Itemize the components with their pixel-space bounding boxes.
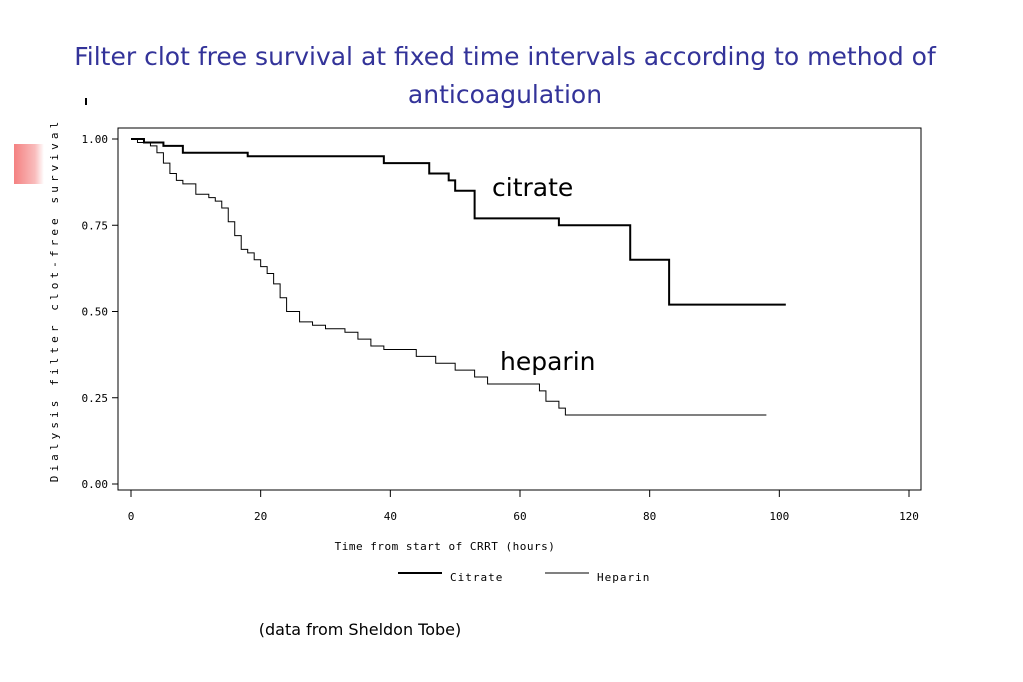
series-line-heparin: [131, 138, 767, 416]
y-tick-label: 0.00: [82, 478, 109, 491]
survival-chart: 0 20 40 60 80 100 120 0.00 0.25 0.50 0.75 1.00 Dia…: [48, 118, 922, 584]
y-tick-label: 0.25: [82, 392, 109, 405]
x-axis: 0 20 40 60 80 100 120: [128, 490, 919, 523]
data-source-caption: (data from Sheldon Tobe): [258, 620, 462, 639]
annotation-citrate: citrate: [492, 173, 573, 202]
slide-title: Filter clot free survival at fixed time …: [0, 38, 1010, 114]
decorative-accent-bar: [14, 144, 44, 184]
y-axis-label: Dialysis filter clot-free survival: [48, 118, 61, 483]
legend: Citrate Heparin: [398, 571, 650, 584]
x-axis-label: Time from start of CRRT (hours): [335, 540, 556, 553]
x-tick-label: 20: [254, 510, 267, 523]
y-tick-label: 0.50: [82, 306, 109, 319]
legend-label-citrate: Citrate: [450, 571, 503, 584]
y-axis: 0.00 0.25 0.50 0.75 1.00: [82, 133, 118, 491]
y-tick-label: 0.75: [82, 219, 109, 232]
annotation-heparin: heparin: [500, 347, 595, 376]
x-tick-label: 100: [769, 510, 789, 523]
y-tick-label: 1.00: [82, 133, 109, 146]
slide-title-line2: anticoagulation: [407, 80, 603, 109]
decorative-tick-mark: [85, 98, 87, 105]
x-tick-label: 0: [128, 510, 135, 523]
x-tick-label: 40: [384, 510, 397, 523]
x-tick-label: 120: [899, 510, 919, 523]
legend-label-heparin: Heparin: [597, 571, 650, 584]
x-tick-label: 80: [643, 510, 656, 523]
x-tick-label: 60: [513, 510, 526, 523]
series-layer: [131, 138, 786, 416]
series-line-citrate: [131, 138, 786, 306]
slide-title-line1: Filter clot free survival at fixed time …: [74, 42, 936, 71]
